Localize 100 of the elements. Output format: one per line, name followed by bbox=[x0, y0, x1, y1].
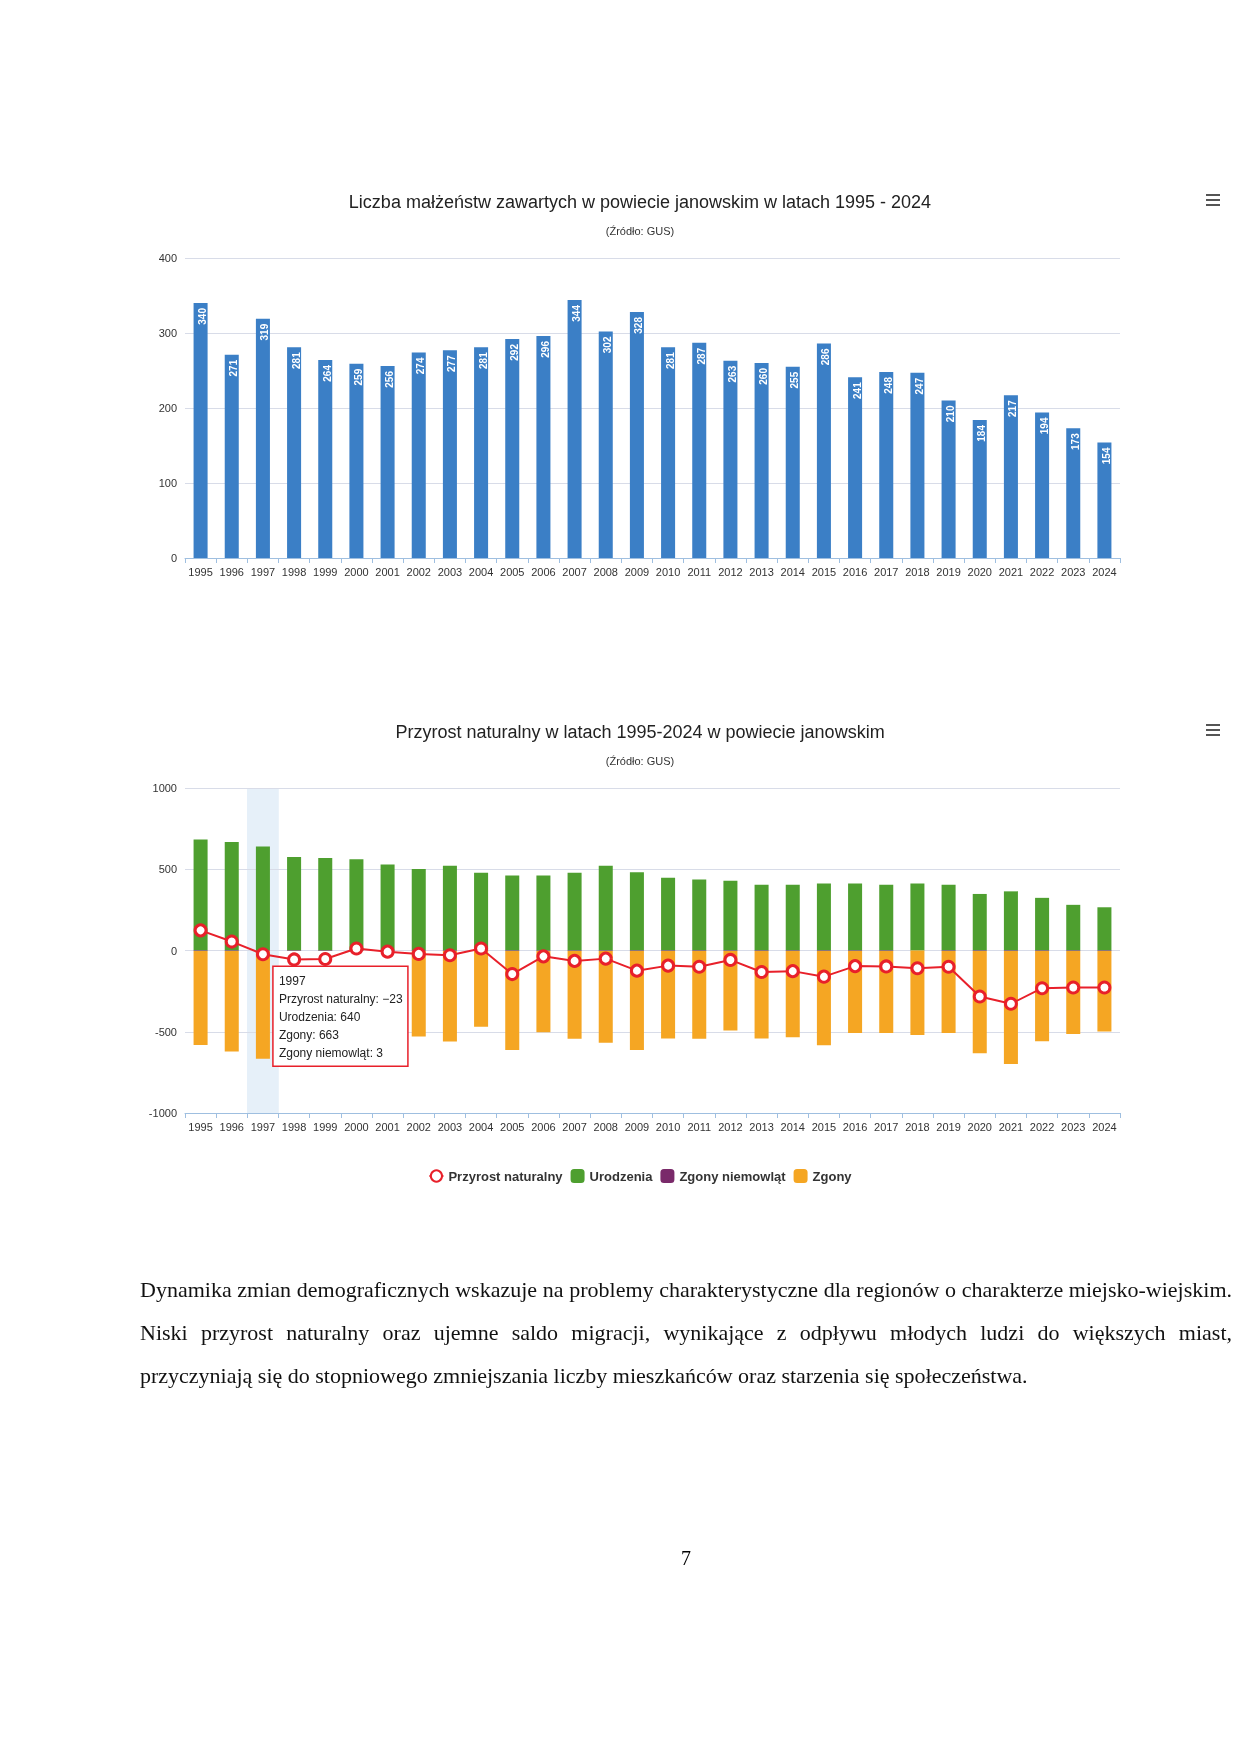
x-tick-label: 2018 bbox=[905, 565, 930, 578]
x-tick-label: 2019 bbox=[936, 565, 961, 578]
x-tick-label: 2022 bbox=[1029, 1120, 1055, 1133]
x-tick-label: 2014 bbox=[780, 565, 805, 578]
legend-label: Urodzenia bbox=[589, 1168, 654, 1184]
data-label: 344 bbox=[571, 304, 583, 322]
x-tick-label: 2009 bbox=[624, 565, 650, 578]
x-tick-label: 2004 bbox=[468, 1120, 494, 1133]
y-tick-label: 1000 bbox=[152, 782, 177, 794]
x-tick-label: 2021 bbox=[998, 565, 1024, 578]
data-label: 256 bbox=[384, 370, 396, 388]
x-tick-label: 1997 bbox=[250, 1120, 276, 1133]
x-tick-label: 2011 bbox=[687, 1120, 712, 1133]
annotation: 1997 Przyrost naturalny: −23 Urodzenia: 640 Zgony: 663 Zgony niemowląt: 3 bbox=[278, 974, 403, 1061]
x-tick-label: 2010 bbox=[655, 565, 681, 578]
y-tick-label: 300 bbox=[158, 327, 177, 339]
chart-subtitle: (Źródło: GUS) bbox=[605, 754, 675, 767]
x-tick-label: 2024 bbox=[1092, 565, 1117, 578]
x-tick-label: 1995 bbox=[188, 565, 213, 578]
x-tick-label: 2018 bbox=[905, 1120, 930, 1133]
x-tick-label: 1999 bbox=[313, 565, 338, 578]
x-tick-label: 2015 bbox=[811, 565, 837, 578]
x-tick-label: 2006 bbox=[531, 565, 556, 578]
x-tick-label: 2011 bbox=[687, 565, 712, 578]
x-tick-label: 2007 bbox=[562, 565, 587, 578]
data-label: 302 bbox=[602, 336, 614, 354]
x-tick-label: 2008 bbox=[593, 565, 618, 578]
data-label: 328 bbox=[633, 316, 645, 334]
y-tick-label: 100 bbox=[158, 477, 177, 489]
data-label: 260 bbox=[758, 367, 770, 385]
x-tick-label: 2012 bbox=[718, 1120, 743, 1133]
y-tick-label: 0 bbox=[170, 944, 177, 957]
x-tick-label: 2012 bbox=[718, 565, 743, 578]
data-label: 264 bbox=[321, 364, 333, 382]
y-tick-label: 400 bbox=[158, 252, 177, 264]
x-tick-label: 1998 bbox=[281, 1120, 307, 1133]
x-tick-label: 2003 bbox=[437, 1120, 463, 1133]
x-tick-label: 2002 bbox=[406, 1120, 431, 1133]
x-tick-label: 1996 bbox=[219, 565, 244, 578]
data-label: 263 bbox=[726, 365, 738, 383]
x-tick-label: 2021 bbox=[998, 1120, 1024, 1133]
x-tick-label: 2008 bbox=[593, 1120, 618, 1133]
data-label: 255 bbox=[789, 371, 801, 389]
legend-label: Zgony niemowląt bbox=[679, 1168, 787, 1184]
x-tick-label: 1998 bbox=[281, 565, 307, 578]
data-label: 184 bbox=[976, 424, 988, 442]
y-tick-label: -1000 bbox=[148, 1107, 177, 1119]
data-label: 247 bbox=[913, 377, 925, 395]
data-label: 286 bbox=[820, 348, 832, 366]
y-tick-label: 500 bbox=[158, 863, 177, 876]
x-tick-label: 2006 bbox=[531, 1120, 556, 1133]
y-tick-label: 0 bbox=[170, 552, 177, 564]
x-tick-label: 2023 bbox=[1061, 1120, 1086, 1133]
legend-label: Zgony bbox=[812, 1168, 853, 1184]
data-label: 194 bbox=[1038, 417, 1050, 435]
x-tick-label: 2009 bbox=[624, 1120, 650, 1133]
chart-title: Przyrost naturalny w latach 1995-2024 w powiecie janowskim bbox=[395, 722, 885, 742]
text: 7 bbox=[680, 1547, 692, 1570]
chart-title: Liczba małżeństw zawartych w powiecie janowskim w latach 1995 - 2024 bbox=[348, 192, 932, 212]
x-tick-label: 2003 bbox=[437, 565, 463, 578]
x-tick-label: 2013 bbox=[749, 1120, 774, 1133]
chart-subtitle: (Źródło: GUS) bbox=[605, 224, 675, 237]
data-label: 241 bbox=[851, 381, 863, 399]
x-tick-label: 2020 bbox=[967, 1120, 992, 1133]
x-tick-label: 2022 bbox=[1029, 565, 1055, 578]
x-tick-label: 1999 bbox=[313, 1120, 338, 1133]
x-tick-label: 2007 bbox=[562, 1120, 587, 1133]
data-label: 281 bbox=[477, 351, 489, 369]
x-tick-label: 2019 bbox=[936, 1120, 961, 1133]
data-label: 173 bbox=[1069, 432, 1081, 450]
x-tick-label: 2014 bbox=[780, 1120, 805, 1133]
legend-label: Przyrost naturalny bbox=[448, 1168, 564, 1184]
data-label: 319 bbox=[259, 323, 271, 341]
x-tick-label: 2000 bbox=[344, 565, 369, 578]
data-label: 281 bbox=[290, 351, 302, 369]
x-tick-label: 2000 bbox=[344, 1120, 369, 1133]
x-tick-label: 2015 bbox=[811, 1120, 837, 1133]
x-tick-label: 2005 bbox=[500, 565, 525, 578]
data-label: 292 bbox=[508, 343, 520, 361]
x-tick-label: 2017 bbox=[874, 565, 899, 578]
x-tick-label: 2005 bbox=[500, 1120, 525, 1133]
data-label: 248 bbox=[882, 376, 894, 394]
y-tick-label: -500 bbox=[154, 1025, 177, 1038]
data-label: 277 bbox=[446, 354, 458, 372]
x-tick-label: 2013 bbox=[749, 565, 774, 578]
data-label: 210 bbox=[945, 405, 957, 423]
x-tick-label: 2004 bbox=[468, 565, 494, 578]
data-label: 259 bbox=[352, 368, 364, 386]
x-tick-label: 1996 bbox=[219, 1120, 244, 1133]
x-tick-label: 2020 bbox=[967, 565, 992, 578]
x-tick-label: 2001 bbox=[375, 1120, 400, 1133]
x-tick-label: 2024 bbox=[1092, 1120, 1117, 1133]
data-label: 271 bbox=[228, 359, 240, 377]
x-tick-label: 2010 bbox=[655, 1120, 681, 1133]
data-label: 281 bbox=[664, 351, 676, 369]
text: Dynamika zmian demograficznych wskazuje na problemy charakterystyczne dla regionów o charakterze miejsko-wiejskim. Niski przyrost naturalny oraz ujemne saldo migracji, wynikające z odpływu młodych ludzi do większych miast, przyczyniają się do stopniowego zmniejszania liczby mieszkańców oraz starzenia się społeczeństwa. bbox=[140, 1276, 1232, 1390]
x-tick-label: 1997 bbox=[250, 565, 276, 578]
y-tick-label: 200 bbox=[158, 402, 177, 414]
data-label: 274 bbox=[415, 357, 427, 375]
x-tick-label: 2016 bbox=[842, 565, 868, 578]
